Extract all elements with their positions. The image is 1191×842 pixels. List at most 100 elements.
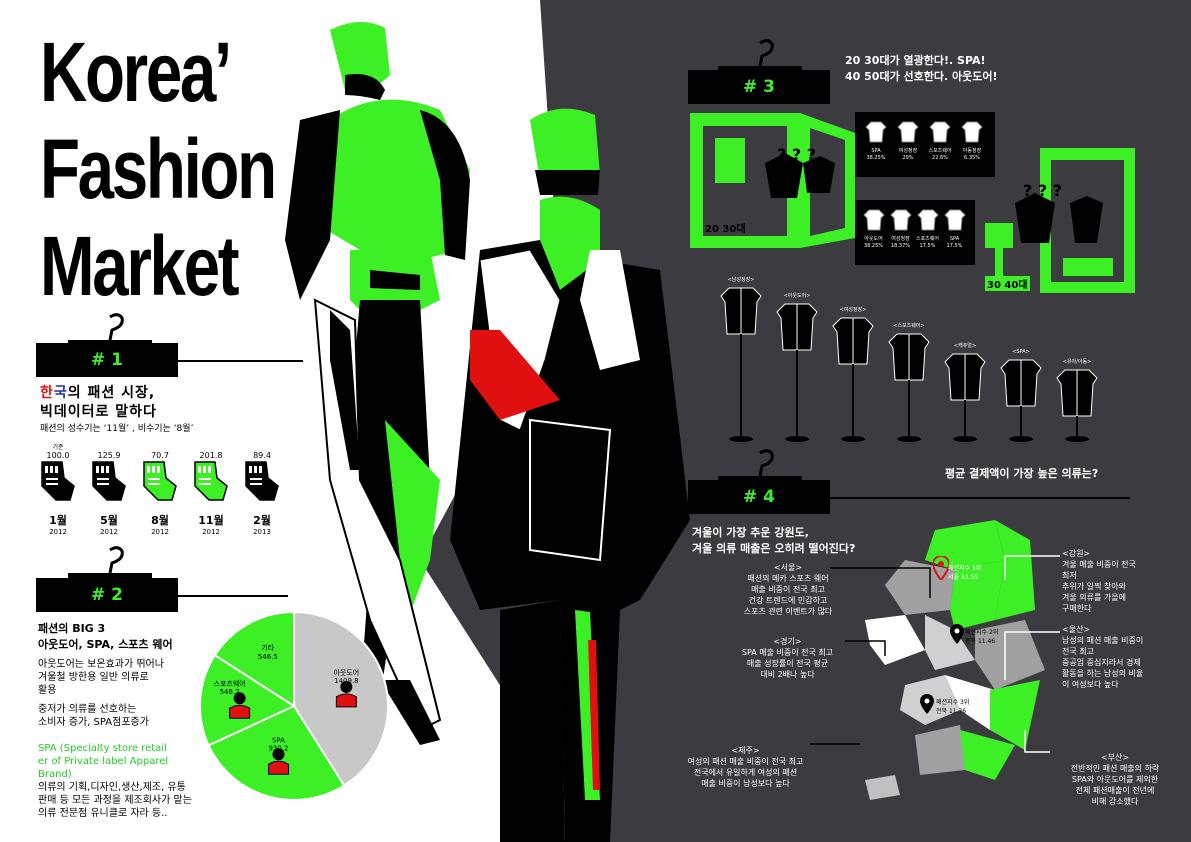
note-ulsan: <울산> 남성의 패션 매출 비중이 전국 최고 중공업 중심지라서 경제 활동을 하… (1062, 625, 1144, 689)
clothing-name: SPA (871, 148, 881, 154)
section1-rule (178, 360, 303, 362)
shirt-icon (943, 209, 966, 231)
section2-para2: 중저가 의류를 선호하는 소비자 증가, SPA점포증가 (38, 704, 149, 728)
year-label: 2012 (49, 528, 67, 536)
clothing-name: SPA (949, 236, 960, 242)
mannequin: <스포츠웨어> (883, 322, 935, 448)
mannequin-label: <유아/아동> (1062, 359, 1092, 365)
page-title-line2: Fashion (40, 122, 277, 216)
clothing-icon (1000, 359, 1042, 442)
person-icon (229, 692, 251, 719)
shirt-icon (897, 121, 919, 143)
year-label: 2012 (151, 528, 169, 536)
clothing-pct: 17.5% (946, 243, 963, 249)
clothing-item: SPA 17.5% (941, 208, 968, 250)
clothing-item: SPA 38.25% (860, 120, 892, 162)
figure-right (450, 108, 690, 842)
glove-icon (92, 461, 126, 501)
clothing-pct: 6.35% (964, 155, 980, 161)
young-items: SPA 38.25% 여성정장 29% 스포츠웨어 22.6% 아동정장 6.35% (860, 120, 995, 175)
mannequin-label: <여성정장> (839, 307, 867, 313)
mannequin-label: <아웃도어> (783, 293, 811, 299)
clothing-pct: 18.37% (890, 243, 911, 249)
month-item: 기준 100.0 1월 2012 (36, 445, 80, 536)
section2-para1: 아웃도어는 보온효과가 뛰어나 겨울철 방한용 일반 의류로 활용 (38, 659, 164, 696)
mannequin-label: <캐쥬얼> (953, 343, 977, 349)
pie-value: 1409.8 (334, 677, 359, 685)
clothing-pct: 29% (902, 155, 914, 161)
section1-heading: 한국의 패션 시장, (40, 385, 156, 401)
note-jeju: <제주> 여성의 패션 매출 비중이 전국 최고 전국에서 유일하게 여성의 패션… (687, 746, 804, 788)
section3-question: 평균 결제액이 가장 높은 의류는? (945, 467, 1099, 480)
month-label: 5월 (100, 514, 118, 527)
month-value: 201.8 (199, 451, 223, 460)
shirt-icon (862, 209, 885, 231)
page-title-line1: Korea’ (40, 25, 232, 119)
section1-heading-line2: 빅데이터로 말하다 (40, 404, 157, 420)
month-item: 89.4 2월 2013 (240, 445, 284, 536)
mannequin-label: <스포츠웨어> (893, 323, 925, 329)
section3-heading2: 40 50대가 선호한다. 아웃도어! (845, 70, 998, 83)
month-value: 125.9 (97, 451, 121, 460)
pie-label: 기타 (261, 643, 274, 652)
shirt-icon (961, 121, 983, 143)
section2-rule (178, 595, 288, 597)
pie-value: 548.2 (220, 688, 240, 696)
year-label: 2012 (202, 528, 220, 536)
section2-tag: # 2 (36, 578, 178, 612)
svg-text:? ? ?: ? ? ? (1023, 181, 1062, 200)
pie-slice (213, 610, 295, 708)
clothing-icon (888, 333, 930, 442)
section2-heading2: 아웃도어, SPA, 스포츠 웨어 (38, 638, 173, 651)
section3-heading1: 20 30대가 열광한다!. SPA! (845, 54, 986, 67)
hanger-icon (68, 546, 152, 579)
page-title-line3: Market (40, 219, 240, 313)
pie-value: 546.5 (258, 653, 278, 661)
clothing-pct: 38.25% (863, 243, 884, 249)
pie-label: 스포츠웨어 (214, 679, 246, 688)
pin3-label: 패션지수 3위 전북 11.76 (936, 699, 970, 715)
section2-heading1: 패션의 BIG 3 (38, 622, 106, 635)
pie-value: 930.2 (268, 744, 288, 752)
month-label: 1월 (49, 514, 67, 527)
clothing-item: 스포츠웨어 22.6% (924, 120, 956, 162)
section3-tag: # 3 (688, 70, 830, 104)
mannequin-label: <SPA> (1012, 349, 1030, 355)
clothing-name: 아동정장 (962, 148, 982, 154)
mannequin: <남성정장> (715, 276, 767, 448)
mannequin: <캐쥬얼> (939, 342, 991, 448)
clothing-item: 아웃도어 38.25% (860, 208, 887, 250)
clothing-item: 여성정장 18.37% (887, 208, 914, 250)
location-pin-icon (933, 556, 949, 580)
clothing-icon (832, 317, 874, 442)
clothing-name: 아웃도어 (864, 236, 883, 242)
pin2-label: 패션지수 2위 충북 11.46 (965, 629, 999, 645)
glove-icon (41, 461, 75, 501)
month-label: 8월 (151, 514, 169, 527)
location-pin-icon (920, 694, 934, 714)
year-label: 2012 (100, 528, 118, 536)
note-gyeonggi: <경기> SPA 매출 비중이 전국 최고 매출 성장률이 전국 평균 대비 2배나… (741, 637, 834, 679)
note-gangwon: <강원> 겨울 매출 비중이 전국 최저 추위가 일찍 찾아와 겨울 의류를 가을에 구… (1062, 549, 1136, 613)
month-glove-row: 기준 100.0 1월 2012 125.9 5월 2012 70.7 8월 2012 201.8 1… (36, 445, 286, 545)
location-pin-icon (950, 624, 964, 644)
clothing-icon (1056, 369, 1098, 442)
month-value: 100.0 (46, 451, 70, 460)
section1-tag: # 1 (36, 343, 178, 377)
section1-subtitle: 패션의 성수기는 ‘11월’ , 비수기는 ‘8월’ (40, 424, 194, 434)
spa-definition: SPA (Specialty store retail er of Privat… (38, 743, 192, 819)
clothing-name: 스포츠웨어 (915, 236, 939, 242)
section4-rule (830, 497, 1130, 499)
month-note: 기준 (52, 444, 64, 451)
hanger-icon (718, 449, 802, 482)
mannequin: <아웃도어> (771, 292, 823, 448)
clothing-name: 여성정장 (891, 236, 910, 242)
mannequin-label: <남성정장> (727, 277, 755, 283)
person-icon (268, 748, 290, 775)
mannequin: <여성정장> (827, 306, 879, 448)
clothing-icon (944, 353, 986, 442)
wardrobe-graphics: ? ? ? ? ? ? (690, 113, 1135, 293)
glove-icon (194, 461, 228, 501)
person-icon (335, 680, 357, 708)
